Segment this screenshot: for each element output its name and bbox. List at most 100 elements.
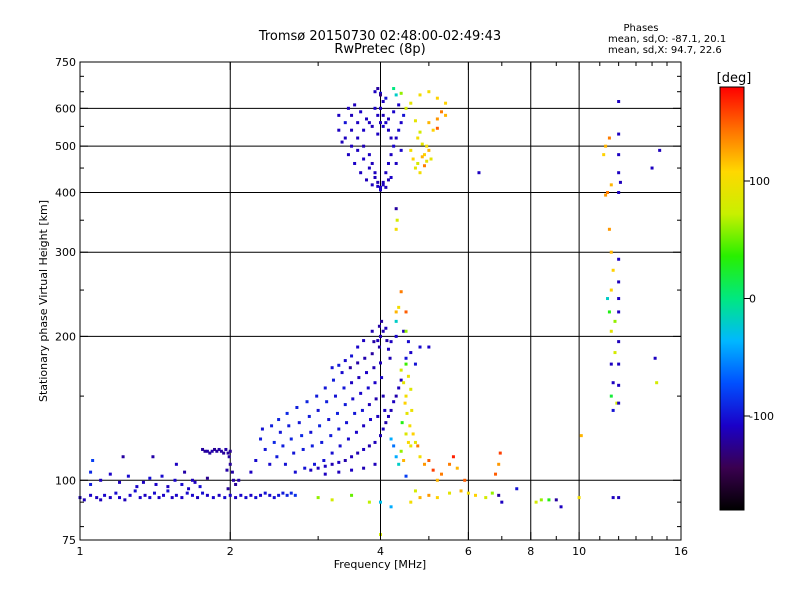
data-point (141, 480, 145, 484)
stats-o: mean, sd,O: -87.1, 20.1 (608, 34, 726, 45)
data-point (411, 157, 415, 161)
data-point (394, 319, 398, 323)
data-point (343, 136, 347, 140)
data-point (133, 489, 137, 493)
y-tick-label: 750 (55, 56, 76, 69)
data-point (316, 408, 320, 412)
data-point (416, 136, 420, 140)
data-point (435, 96, 439, 100)
data-point (607, 136, 611, 140)
data-point (373, 462, 377, 466)
data-point (418, 496, 422, 500)
data-point (201, 447, 205, 451)
y-tick-label: 200 (55, 330, 76, 343)
data-point (350, 128, 354, 132)
data-point (650, 166, 654, 170)
data-point (399, 290, 403, 294)
data-point (367, 500, 371, 504)
data-point (617, 310, 621, 314)
data-point (373, 381, 377, 385)
data-point (392, 87, 396, 91)
data-point (219, 449, 223, 453)
data-point (174, 493, 178, 497)
data-point (386, 161, 390, 165)
data-point (389, 136, 393, 140)
data-point (356, 361, 360, 365)
data-point (617, 280, 621, 284)
data-point (224, 447, 228, 451)
data-point (213, 447, 217, 451)
data-point (490, 491, 494, 495)
data-point (340, 140, 344, 144)
data-point (427, 493, 431, 497)
data-point (394, 227, 398, 231)
data-point (425, 144, 429, 148)
data-point (362, 339, 366, 343)
data-point (386, 128, 390, 132)
data-point (604, 193, 608, 197)
data-point (226, 487, 230, 491)
data-point (180, 482, 184, 486)
chart-subtitle: RwPretec (8p) (334, 42, 425, 57)
y-tick-label: 400 (55, 186, 76, 199)
data-point (185, 491, 189, 495)
data-point (205, 476, 209, 480)
x-tick-label: 10 (572, 545, 586, 558)
data-point (554, 498, 558, 502)
data-point (367, 166, 371, 170)
data-point (362, 424, 366, 428)
data-point (617, 100, 621, 104)
data-point (404, 356, 408, 360)
data-point (373, 440, 377, 444)
data-point (370, 124, 374, 128)
data-point (342, 386, 346, 390)
data-point (259, 437, 263, 441)
data-point (367, 153, 371, 157)
data-point (394, 334, 398, 338)
data-point (459, 489, 463, 493)
data-point (617, 297, 621, 301)
data-point (353, 161, 357, 165)
data-point (435, 478, 439, 482)
data-point (138, 496, 142, 500)
data-point (108, 472, 112, 476)
data-point (617, 401, 621, 405)
data-point (275, 455, 279, 459)
data-point (239, 493, 243, 497)
data-point (451, 455, 455, 459)
data-point (350, 354, 354, 358)
data-point (201, 491, 205, 495)
data-point (337, 113, 341, 117)
data-point (330, 462, 334, 466)
data-point (277, 493, 281, 497)
data-point (381, 427, 385, 431)
data-point (448, 491, 452, 495)
data-point (397, 462, 401, 466)
data-point (103, 493, 107, 497)
data-point (409, 444, 413, 448)
data-point (392, 400, 396, 404)
data-point (148, 476, 152, 480)
data-point (228, 449, 232, 453)
data-point (399, 148, 403, 152)
data-point (606, 297, 610, 301)
data-point (196, 496, 200, 500)
data-point (408, 424, 412, 428)
data-point (369, 418, 373, 422)
data-point (406, 340, 410, 344)
data-point (287, 424, 291, 428)
data-point (418, 345, 422, 349)
data-point (337, 128, 341, 132)
data-point (617, 257, 621, 261)
data-point (404, 432, 408, 436)
data-point (404, 394, 408, 398)
data-point (118, 496, 122, 500)
data-point (174, 462, 178, 466)
data-point (316, 466, 320, 470)
data-point (227, 455, 231, 459)
data-point (333, 394, 337, 398)
data-point (418, 130, 422, 134)
data-point (427, 148, 431, 152)
data-point (448, 462, 452, 466)
data-point (376, 180, 380, 184)
